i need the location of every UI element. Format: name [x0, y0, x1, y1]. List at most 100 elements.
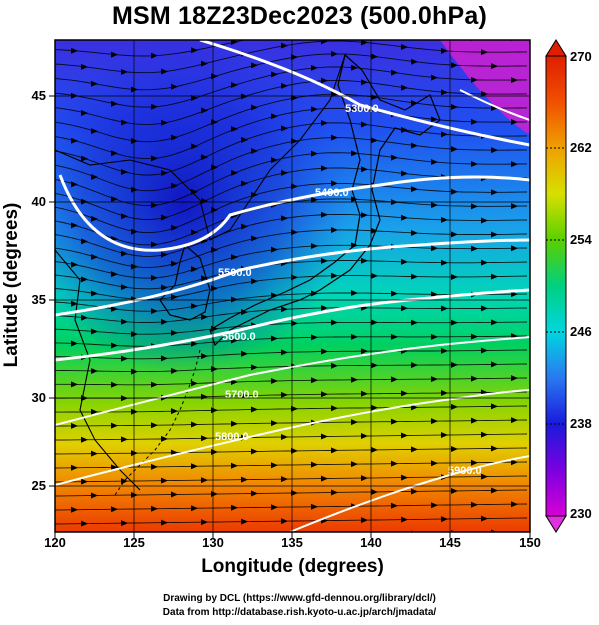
x-axis-label: Longitude (degrees)	[201, 556, 384, 577]
landmass-japan	[209, 53, 441, 347]
streamline-arrow	[361, 348, 368, 355]
credit-data-source: Data from http://database.rish.kyoto-u.a…	[162, 607, 437, 618]
streamline-arrow	[191, 229, 198, 236]
streamline-arrow	[251, 448, 258, 455]
streamline-arrow	[281, 169, 288, 176]
streamline-arrow	[431, 460, 438, 467]
streamline-arrow	[351, 150, 358, 157]
streamline-arrow	[91, 173, 98, 180]
streamline-arrow	[281, 306, 288, 313]
streamline-arrow	[231, 504, 238, 511]
streamline-arrow	[121, 520, 128, 527]
streamline-arrow	[271, 377, 278, 384]
streamline-arrow	[471, 459, 478, 466]
streamline-arrow	[71, 261, 78, 268]
streamline-arrow	[471, 76, 478, 83]
streamline-arrow	[231, 337, 238, 344]
streamline-arrow	[241, 476, 248, 483]
streamline-arrow	[291, 320, 298, 327]
streamline-arrow	[251, 235, 258, 242]
streamline-arrow	[411, 488, 418, 495]
y-tick-label: 40	[31, 194, 46, 209]
streamline-arrow	[171, 224, 178, 231]
colorbar-body	[545, 55, 567, 517]
streamline-arrow	[91, 408, 98, 415]
streamline-arrow	[191, 266, 198, 273]
streamline-arrow	[511, 119, 518, 126]
streamline-arrow	[471, 203, 478, 210]
streamline-arrow	[491, 147, 498, 154]
streamline-arrow	[331, 319, 338, 326]
streamline-arrow	[321, 391, 328, 398]
streamline-arrow	[71, 340, 78, 347]
streamline-arrow	[491, 487, 498, 494]
colorbar-bottom-cap	[545, 515, 567, 533]
streamline-arrow	[151, 308, 158, 315]
streamline-arrow	[311, 26, 318, 32]
streamline-arrow	[411, 319, 418, 326]
streamline-arrow	[231, 254, 238, 261]
streamline-arrow	[491, 319, 498, 326]
streamline-arrow	[391, 376, 398, 383]
contour-label-5600: 5600.0	[222, 331, 256, 343]
streamline-arrow	[111, 51, 118, 58]
streamline-arrow	[91, 215, 98, 222]
streamline-arrow	[111, 381, 118, 388]
streamline-arrow	[281, 125, 288, 132]
streamline-arrow	[241, 350, 248, 357]
streamline-arrow	[251, 490, 258, 497]
x-tick-label: 140	[360, 535, 382, 550]
streamline-arrow	[321, 165, 328, 172]
streamline-arrow	[451, 273, 458, 280]
streamline-arrow	[491, 361, 498, 368]
streamline-arrow	[471, 118, 478, 125]
streamline-arrow	[81, 109, 88, 116]
streamline-arrow	[161, 284, 168, 291]
streamline-arrow	[131, 228, 138, 235]
streamline-arrow	[471, 333, 478, 340]
streamline-arrow	[161, 251, 168, 258]
streamline-arrow	[151, 381, 158, 388]
streamline-arrow	[351, 26, 358, 32]
streamline-arrow	[321, 348, 328, 355]
y-tick-label: 30	[31, 390, 46, 405]
streamline-arrow	[411, 230, 418, 237]
island-chain	[114, 349, 201, 496]
streamline-arrow	[471, 417, 478, 424]
height-contours	[55, 40, 530, 532]
streamline-arrow	[431, 502, 438, 509]
streamline-arrow	[161, 68, 168, 75]
streamline-arrow	[271, 157, 278, 164]
streamline-arrow	[171, 260, 178, 267]
streamline-arrow	[361, 166, 368, 173]
streamline-arrow	[201, 519, 208, 526]
streamline-arrow	[311, 106, 318, 113]
streamline-arrow	[271, 71, 278, 78]
streamline-arrow	[331, 134, 338, 141]
streamline-arrow	[441, 89, 448, 96]
streamline-arrow	[401, 432, 408, 439]
streamline-arrow	[241, 223, 248, 230]
streamline-arrow	[411, 100, 418, 107]
streamline-arrow	[491, 445, 498, 452]
streamline-arrow	[201, 313, 208, 320]
streamline-arrow	[171, 293, 178, 300]
streamline-arrow	[481, 49, 488, 56]
streamline-arrow	[171, 367, 178, 374]
streamline-arrow	[121, 436, 128, 443]
streamline-arrow	[111, 342, 118, 349]
streamline-arrow	[201, 435, 208, 442]
streamline-arrow	[371, 404, 378, 411]
contour-5300	[199, 40, 530, 147]
streamline-arrow	[111, 464, 118, 471]
streamline-arrow	[121, 318, 128, 325]
streamline-arrow	[131, 263, 138, 270]
streamline-arrow	[361, 212, 368, 219]
streamline-arrow	[281, 82, 288, 89]
streamline-arrow	[231, 420, 238, 427]
streamline-arrow	[251, 532, 258, 538]
streamline-arrow	[321, 40, 328, 45]
streamline-arrow	[401, 84, 408, 91]
streamline-arrow	[281, 42, 288, 49]
streamline-arrow	[351, 64, 358, 71]
